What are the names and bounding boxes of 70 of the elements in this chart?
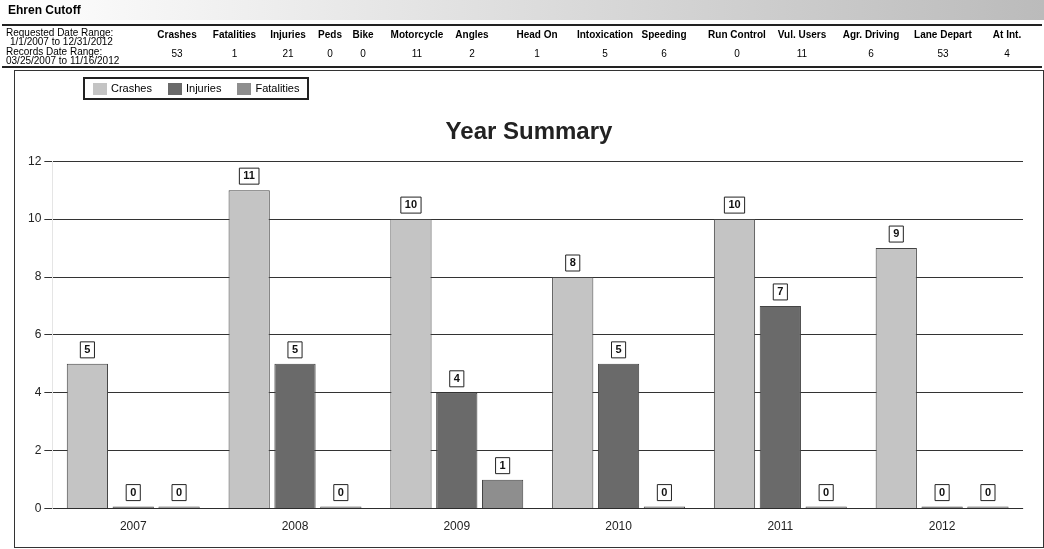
text: 53 [936,48,950,59]
text: Requested Date Range: [6,27,114,38]
data-label: 11 [243,169,255,182]
text: 2 [468,48,476,59]
text: 6 [867,48,875,59]
x-tick-label: 2012 [928,519,956,534]
text: 1/1/2007 to 12/31/2012 [10,36,113,47]
text: Lane Depart [913,29,973,40]
data-label: 5 [615,342,622,355]
data-label: 0 [130,485,137,498]
text: 1 [230,48,239,59]
text: Fatalities [211,29,258,40]
text: 11 [795,48,809,59]
text: 0 [359,48,367,59]
text: Vul. Users [776,29,828,40]
y-tick-label: 8 [34,269,42,284]
data-label: 0 [337,485,344,498]
text: Angles [454,29,490,40]
data-label: 7 [777,284,784,297]
data-label: 5 [291,342,299,355]
text: At Int. [991,29,1023,40]
y-tick-label: 2 [34,443,42,458]
x-tick-label: 2007 [119,519,147,534]
data-label: 10 [404,198,418,211]
text: Run Control [707,29,767,40]
text: 4 [1003,48,1011,59]
text: 6 [660,48,668,59]
x-tick-label: 2011 [767,519,794,534]
y-tick-label: 6 [34,327,42,342]
data-label: 9 [893,227,900,240]
y-tick-label: 10 [27,211,42,226]
text: 11 [410,48,424,59]
data-label: 10 [728,198,741,211]
y-tick-label: 0 [34,500,42,515]
text: Ehren Cutoff [8,3,81,17]
legend-label: Fatalities [254,82,300,96]
text: Intoxication [575,29,635,40]
text: Agr. Driving [841,29,901,40]
text: 0 [733,48,741,59]
x-tick-label: 2009 [443,519,471,534]
x-tick-label: 2010 [605,519,633,534]
text: 1 [533,48,541,59]
data-label: 1 [499,458,506,471]
data-label: 4 [453,371,461,384]
x-tick-label: 2008 [281,519,309,534]
text: 03/25/2007 to 11/16/2012 [6,55,120,66]
data-label: 0 [823,485,830,498]
data-label: 0 [939,485,946,498]
text: Peds [317,29,343,40]
text: 5 [601,48,609,59]
text: Bike [351,29,375,40]
text: 21 [281,48,295,59]
legend-label: Injuries [184,82,222,96]
chart-title: Year Summary [444,117,614,145]
text: Motorcycle [389,29,445,40]
text: Speeding [640,29,688,40]
data-label: 0 [176,485,183,498]
legend-label: Crashes [110,82,152,96]
data-label: 0 [984,485,992,498]
data-label: 8 [569,256,576,269]
data-label: 5 [84,342,91,355]
text: Crashes [156,29,198,40]
text: Injuries [269,29,307,40]
text: 0 [326,48,334,59]
y-tick-label: 4 [34,385,42,400]
text: Head On [515,29,559,40]
data-label: 0 [661,485,668,498]
text: 53 [170,48,184,59]
text: Records Date Range: [6,46,103,57]
y-tick-label: 12 [27,153,42,168]
